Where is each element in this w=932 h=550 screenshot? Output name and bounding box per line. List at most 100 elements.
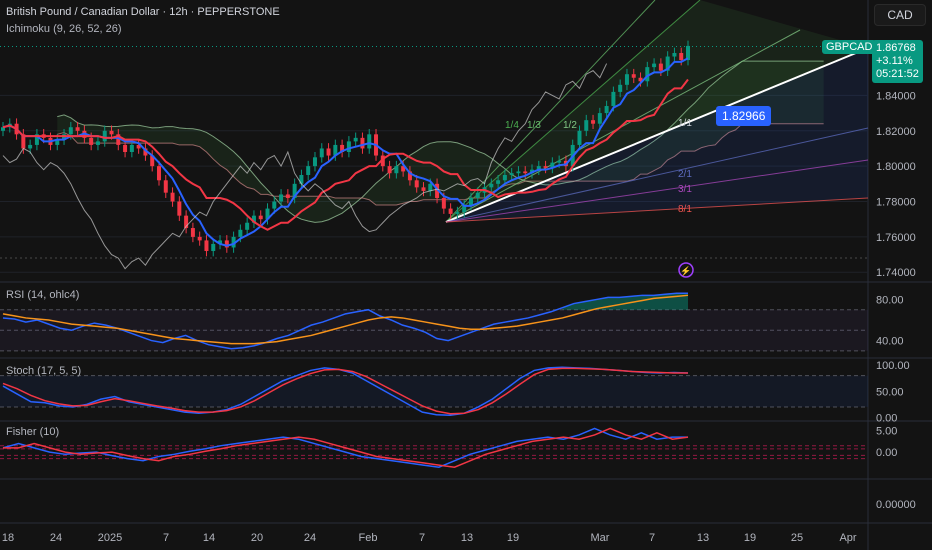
- rsi-band-fill: [0, 309, 868, 351]
- gann-fan-label: 2/1: [678, 169, 692, 180]
- candle-body: [123, 144, 128, 152]
- candle-body: [489, 183, 494, 188]
- candle-body: [367, 134, 372, 149]
- candle-body: [658, 63, 663, 71]
- candle-body: [156, 166, 161, 181]
- candle-body: [448, 208, 453, 214]
- time-axis-label: 7: [163, 532, 169, 544]
- rsi-tick-label: 80.00: [876, 294, 904, 306]
- fisher-tick-label: 0.00: [876, 447, 897, 459]
- stoch-band-fill: [0, 375, 868, 407]
- candle-body: [435, 183, 440, 198]
- candle-body: [218, 240, 223, 244]
- time-axis-label: 24: [304, 532, 316, 544]
- candle-body: [55, 139, 60, 145]
- symbol-title: British Pound / Canadian Dollar · 12h · …: [6, 6, 280, 18]
- candle-body: [184, 215, 189, 229]
- candle-body: [672, 52, 677, 57]
- time-axis-label: 19: [744, 532, 756, 544]
- candle-body: [68, 127, 73, 135]
- stoch-tick-label: 100.00: [876, 360, 910, 372]
- fisher-pane-label: Fisher (10): [6, 426, 60, 438]
- candle-body: [326, 148, 331, 156]
- rsi-ma-line: [2, 294, 689, 345]
- candle-body: [312, 157, 317, 167]
- rsi-pane-label: RSI (14, ohlc4): [6, 289, 80, 301]
- price-tick-label: 1.78000: [876, 197, 916, 209]
- candle-body: [1, 127, 5, 131]
- lightning-icon: [678, 262, 694, 278]
- candle-body: [292, 183, 297, 198]
- candle-body: [224, 240, 229, 248]
- fisher-line: [2, 427, 688, 469]
- candle-body: [652, 63, 657, 68]
- candle-body: [380, 155, 385, 167]
- ichimoku-base-line: [2, 78, 689, 231]
- ichimoku-leading-span-b: [57, 123, 824, 206]
- candle-body: [150, 155, 155, 167]
- rsi-tick-label: 40.00: [876, 336, 904, 348]
- candle-body: [624, 74, 629, 85]
- candle-body: [279, 194, 284, 202]
- time-axis-label: 7: [419, 532, 425, 544]
- candle-body: [543, 166, 548, 168]
- candle-body: [109, 130, 114, 135]
- gann-fan-line: [445, 0, 701, 223]
- lightning-icon-glyph: ⚡: [680, 265, 691, 277]
- price-tick-label: 1.84000: [876, 90, 916, 102]
- candle-body: [238, 229, 243, 237]
- candle-body: [28, 144, 33, 149]
- candle-body: [441, 197, 446, 209]
- candle-body: [407, 171, 412, 181]
- candle-body: [211, 243, 216, 252]
- last-price: 1.86768: [876, 42, 916, 54]
- empty-pane-tick-label: 0.00000: [876, 499, 916, 511]
- candle-body: [414, 180, 419, 188]
- candle-body: [75, 127, 80, 131]
- candle-body: [231, 236, 236, 248]
- price-tick-label: 1.76000: [876, 232, 916, 244]
- candle-body: [597, 113, 602, 124]
- time-axis-label: 2025: [98, 532, 122, 544]
- currency-selector[interactable]: CAD: [874, 4, 926, 26]
- time-axis-label: 19: [507, 532, 519, 544]
- candle-body: [116, 134, 121, 145]
- candle-body: [611, 91, 616, 107]
- candle-body: [618, 84, 623, 92]
- time-axis-label: 24: [50, 532, 62, 544]
- candle-body: [299, 174, 304, 184]
- bar-countdown: 05:21:52: [876, 68, 919, 80]
- candle-body: [306, 166, 311, 175]
- candle-body: [577, 130, 582, 145]
- ichimoku-conversion-line: [2, 57, 689, 247]
- ichimoku-leading-span-a: [57, 60, 824, 223]
- time-axis-label: Feb: [359, 532, 378, 544]
- time-axis-label: 13: [461, 532, 473, 544]
- time-axis-label: Apr: [839, 532, 856, 544]
- candle-body: [496, 180, 501, 184]
- candle-body: [204, 240, 209, 252]
- candle-body: [462, 205, 467, 213]
- candle-body: [475, 192, 480, 198]
- candle-body: [333, 144, 338, 156]
- gann-fan-line: [445, 159, 869, 223]
- time-axis-label: 18: [2, 532, 14, 544]
- price-tick-label: 1.80000: [876, 161, 916, 173]
- rsi-overbought-fill: [562, 293, 688, 310]
- gann-fan-line: [445, 0, 656, 223]
- candle-body: [197, 236, 202, 241]
- ichimoku-label: Ichimoku (9, 26, 52, 26): [6, 23, 122, 35]
- candle-body: [638, 77, 643, 82]
- gann-fan-label: 8/1: [678, 204, 692, 215]
- candle-body: [102, 130, 107, 142]
- candle-body: [679, 52, 684, 61]
- candle-body: [591, 120, 596, 124]
- gann-fan-label: 1/4: [505, 120, 519, 131]
- candle-body: [136, 144, 141, 149]
- time-axis-label: 7: [649, 532, 655, 544]
- candle-body: [177, 201, 182, 216]
- candle-body: [285, 194, 290, 198]
- candle-body: [353, 137, 358, 142]
- ichimoku-lagging-span: [2, 63, 608, 270]
